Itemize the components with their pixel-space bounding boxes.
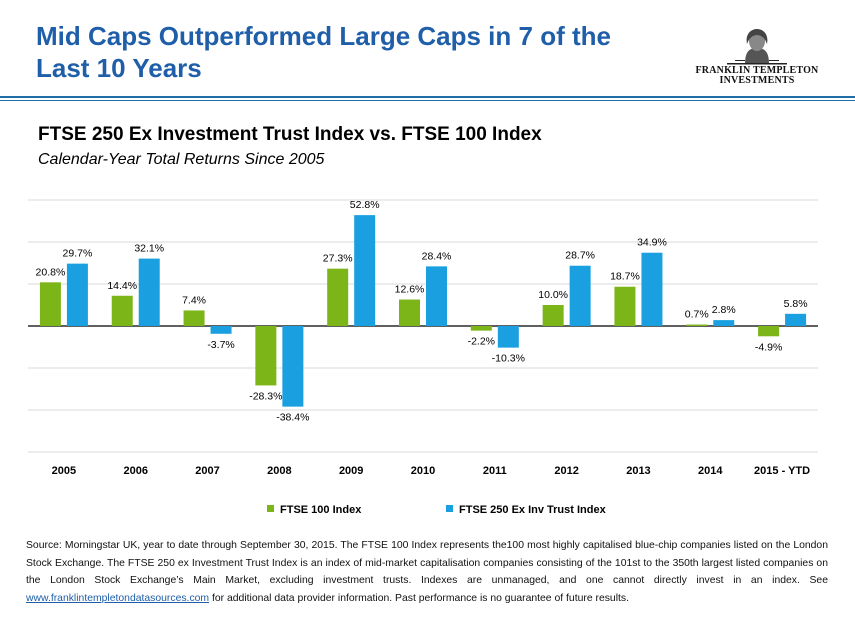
bar-ftse-100-2014 (686, 324, 708, 326)
bar-ftse-100-2006 (111, 295, 133, 326)
chart-data-labels: 20.8% 29.7% 14.4% 32.1% 7.4% -3.7% -28.3% -38.4… (36, 199, 808, 424)
bar-ftse-250-2008 (282, 326, 304, 407)
x-tick-label: 2015 - YTD (754, 465, 810, 477)
bar-ftse-100-2013 (614, 286, 636, 326)
data-label-ftse-250-2014: 2.8% (712, 304, 736, 316)
legend-label-ftse-100: FTSE 100 Index (280, 504, 362, 516)
legend-item-ftse-250: FTSE 250 Ex Inv Trust Index (446, 504, 606, 516)
source-footnote: Source: Morningstar UK, year to date thr… (26, 537, 828, 607)
logo-text-line2: INVESTMENTS (719, 75, 795, 86)
data-label-ftse-250-2007: -3.7% (207, 339, 234, 351)
bar-ftse-100-2011 (470, 326, 492, 331)
chart-bars (39, 215, 807, 407)
data-label-ftse-100-2007: 7.4% (182, 294, 206, 306)
slide-title: Mid Caps Outperformed Large Caps in 7 of… (36, 21, 611, 83)
data-label-ftse-250-2015-ytd: 5.8% (784, 298, 808, 310)
data-label-ftse-100-2009: 27.3% (323, 253, 353, 265)
bar-ftse-250-2014 (713, 320, 735, 326)
x-tick-label: 2008 (267, 465, 291, 477)
bar-ftse-100-2009 (327, 268, 349, 326)
franklin-templeton-logo: FRANKLIN TEMPLETON INVESTMENTS (692, 26, 822, 86)
x-tick-label: 2012 (554, 465, 578, 477)
bar-ftse-100-2010 (399, 299, 420, 326)
x-tick-label: 2005 (52, 465, 76, 477)
x-tick-label: 2014 (698, 465, 723, 477)
data-label-ftse-100-2005: 20.8% (36, 266, 66, 278)
chart-title: FTSE 250 Ex Investment Trust Index vs. F… (38, 124, 542, 145)
bar-ftse-250-2006 (138, 258, 160, 326)
data-label-ftse-100-2008: -28.3% (249, 390, 282, 402)
data-label-ftse-250-2005: 29.7% (63, 248, 93, 260)
data-label-ftse-100-2013: 18.7% (610, 271, 640, 283)
header-rule (0, 96, 855, 98)
data-label-ftse-250-2011: -10.3% (492, 353, 525, 365)
bar-ftse-250-2005 (66, 263, 88, 326)
data-label-ftse-100-2014: 0.7% (685, 309, 709, 321)
x-tick-label: 2009 (339, 465, 363, 477)
bar-ftse-250-2011 (497, 326, 519, 348)
bar-ftse-250-2013 (641, 252, 663, 326)
legend-label-ftse-250: FTSE 250 Ex Inv Trust Index (459, 504, 606, 516)
data-label-ftse-100-2006: 14.4% (107, 280, 137, 292)
data-label-ftse-250-2010: 28.4% (422, 250, 452, 262)
bar-ftse-250-2009 (354, 215, 376, 326)
x-tick-label: 2006 (123, 465, 147, 477)
bar-ftse-250-2015-ytd (785, 313, 807, 326)
bar-ftse-250-2012 (569, 265, 591, 326)
data-label-ftse-100-2015-ytd: -4.9% (755, 341, 782, 353)
bar-ftse-100-2015-ytd (758, 326, 780, 337)
x-tick-label: 2007 (195, 465, 219, 477)
source-text-end: for additional data provider information… (209, 592, 629, 604)
bar-ftse-100-2008 (255, 326, 277, 386)
x-tick-label: 2011 (483, 465, 507, 477)
data-label-ftse-100-2012: 10.0% (538, 289, 568, 301)
data-label-ftse-250-2013: 34.9% (637, 237, 667, 249)
bar-ftse-100-2007 (183, 310, 205, 326)
chart-subtitle: Calendar-Year Total Returns Since 2005 (38, 151, 325, 168)
data-label-ftse-250-2009: 52.8% (350, 199, 380, 211)
data-label-ftse-100-2011: -2.2% (468, 336, 495, 348)
data-label-ftse-250-2012: 28.7% (565, 250, 595, 262)
bar-ftse-250-2007 (210, 326, 232, 334)
franklin-portrait-icon (727, 29, 787, 65)
data-label-ftse-250-2006: 32.1% (134, 243, 164, 255)
source-text: Source: Morningstar UK, year to date thr… (26, 540, 828, 586)
bar-ftse-100-2012 (542, 305, 564, 326)
header-rule-thin (0, 100, 855, 101)
data-sources-link[interactable]: www.franklintempletondatasources.com (26, 592, 210, 604)
legend-item-ftse-100: FTSE 100 Index (267, 504, 361, 516)
data-label-ftse-250-2008: -38.4% (276, 412, 309, 424)
logo-text-line1: FRANKLIN TEMPLETON (695, 65, 819, 76)
x-tick-label: 2013 (626, 465, 650, 477)
bar-ftse-250-2010 (426, 266, 447, 326)
bar-chart: 20.8% 29.7% 14.4% 32.1% 7.4% -3.7% -28.3% -38.4… (28, 199, 818, 477)
legend-swatch-ftse-250 (446, 505, 453, 512)
data-label-ftse-100-2010: 12.6% (395, 284, 425, 296)
bar-ftse-100-2005 (39, 282, 61, 326)
x-tick-label: 2010 (411, 465, 435, 477)
chart-x-tick-labels: 2005 2006 2007 2008 2009 2010 2011 2012 2013 2014… (52, 465, 810, 477)
legend-swatch-ftse-100 (267, 505, 274, 512)
